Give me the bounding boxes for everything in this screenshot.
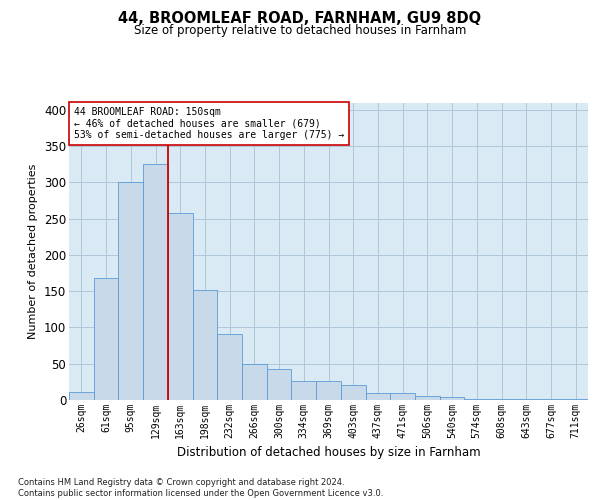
Bar [193, 290, 217, 400]
Text: Size of property relative to detached houses in Farnham: Size of property relative to detached ho… [134, 24, 466, 37]
Text: 44 BROOMLEAF ROAD: 150sqm
← 46% of detached houses are smaller (679)
53% of semi: 44 BROOMLEAF ROAD: 150sqm ← 46% of detac… [74, 107, 344, 140]
Bar [390, 394, 415, 400]
Bar [415, 396, 440, 400]
Bar [94, 278, 118, 400]
Bar [118, 182, 143, 400]
Bar [539, 398, 563, 400]
Bar [489, 398, 514, 400]
Bar [292, 381, 316, 400]
Bar [316, 381, 341, 400]
Y-axis label: Number of detached properties: Number of detached properties [28, 164, 38, 339]
Bar [267, 369, 292, 400]
Bar [440, 397, 464, 400]
Bar [563, 398, 588, 400]
Text: 44, BROOMLEAF ROAD, FARNHAM, GU9 8DQ: 44, BROOMLEAF ROAD, FARNHAM, GU9 8DQ [118, 11, 482, 26]
Bar [69, 392, 94, 400]
Bar [242, 364, 267, 400]
Bar [143, 164, 168, 400]
Bar [365, 392, 390, 400]
Bar [341, 385, 365, 400]
Bar [217, 334, 242, 400]
Text: Contains HM Land Registry data © Crown copyright and database right 2024.
Contai: Contains HM Land Registry data © Crown c… [18, 478, 383, 498]
Bar [168, 213, 193, 400]
X-axis label: Distribution of detached houses by size in Farnham: Distribution of detached houses by size … [176, 446, 481, 460]
